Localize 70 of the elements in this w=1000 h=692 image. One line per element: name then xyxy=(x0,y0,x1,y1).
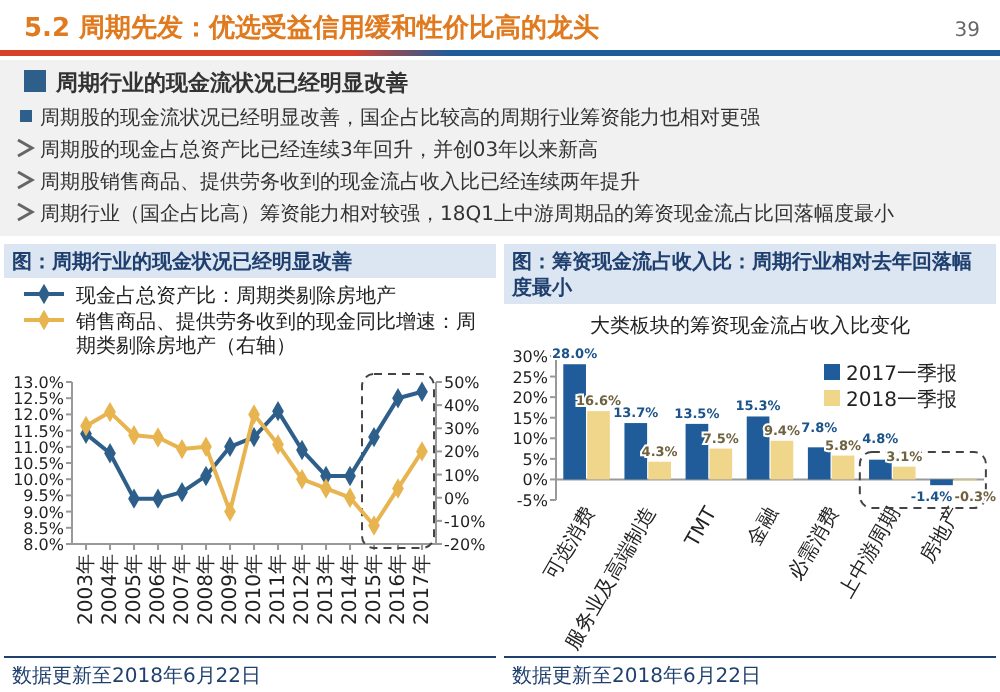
text: 周期股的现金占总资产比已经连续3年回升，并创03年以来新高 xyxy=(40,138,599,162)
y-tick-label: 10.5% xyxy=(13,455,65,473)
text: 周期行业（国企占比高）筹资能力相对较强，18Q1上中游周期品的筹资现金流占比回落幅度最小 xyxy=(40,202,894,226)
x-tick-label: 2016年 xyxy=(386,554,410,625)
x-tick-label: 2004年 xyxy=(98,554,122,625)
y2-tick-label: 40% xyxy=(444,397,481,416)
y2-tick-label: 50% xyxy=(444,374,481,392)
y-tick-label: 0% xyxy=(522,471,549,490)
x-tick-label: 必需消费 xyxy=(783,503,845,585)
y2-tick-label: 0% xyxy=(444,489,471,508)
y-tick-label: 12.0% xyxy=(13,406,65,425)
y2-tick-label: 10% xyxy=(444,466,481,485)
y-tick-label: 11.0% xyxy=(13,438,65,457)
y2-tick-label: -10% xyxy=(444,512,487,531)
legend-label: 销售商品、提供劳务收到的现金同比增速：周期类剔除房地产（右轴） xyxy=(74,310,476,358)
y2-tick-label: -20% xyxy=(444,536,487,554)
y-tick-label: 13.0% xyxy=(13,374,65,392)
x-tick-label: 2010年 xyxy=(242,554,266,625)
bar xyxy=(770,440,794,480)
legend-label: 2018一季报 xyxy=(846,388,957,412)
y-tick-label: -5% xyxy=(516,492,549,510)
text: 数据更新至2018年6月22日 xyxy=(12,664,262,688)
y-tick-label: 8.0% xyxy=(23,536,65,554)
x-tick-label: 金融 xyxy=(742,503,784,550)
y2-tick-label: 30% xyxy=(444,420,481,439)
x-tick-label: 房地产 xyxy=(915,503,967,567)
chart-title: 图：筹资现金流占收入比：周期行业相对去年回落幅度最小 xyxy=(510,250,972,300)
text: 周期股销售商品、提供劳务收到的现金流占收入比已经连续两年提升 xyxy=(40,170,640,194)
y-tick-label: 9.5% xyxy=(23,487,65,506)
y-tick-label: 10% xyxy=(512,430,549,449)
chart-title: 图：周期行业的现金状况已经明显改善 xyxy=(12,250,352,274)
x-tick-label: 2003年 xyxy=(74,554,98,625)
y-tick-label: 9.0% xyxy=(23,503,65,522)
text: 周期行业的现金流状况已经明显改善 xyxy=(54,70,408,96)
x-tick-label: 2011年 xyxy=(266,554,290,625)
y-tick-label: 11.5% xyxy=(13,422,65,441)
x-tick-label: 2012年 xyxy=(290,554,314,625)
x-tick-label: 2007年 xyxy=(170,554,194,625)
y-tick-label: 12.5% xyxy=(13,390,65,409)
legend-label: 现金占总资产比：周期类剔除房地产 xyxy=(76,284,396,308)
bar xyxy=(587,411,610,480)
x-tick-label: 2006年 xyxy=(146,554,170,625)
x-tick-label: 2017年 xyxy=(410,554,434,625)
x-tick-label: 2009年 xyxy=(218,554,242,625)
bar xyxy=(930,479,953,486)
bar xyxy=(869,459,892,480)
bar xyxy=(648,461,671,480)
y-tick-label: 20% xyxy=(512,389,549,408)
y-tick-label: 25% xyxy=(512,368,549,387)
x-tick-label: 2008年 xyxy=(194,554,218,625)
bar xyxy=(807,447,831,480)
y-tick-label: 30% xyxy=(512,348,549,366)
bar xyxy=(892,466,916,480)
bar xyxy=(831,455,855,480)
text: 39 xyxy=(954,20,980,42)
y-tick-label: 10.0% xyxy=(13,471,65,490)
text: 周期股的现金流状况已经明显改善，国企占比较高的周期行业筹资能力也相对更强 xyxy=(40,106,760,130)
chart-subtitle: 大类板块的筹资现金流占收入比变化 xyxy=(590,314,910,338)
y-tick-label: 15% xyxy=(512,409,549,428)
x-tick-label: 2013年 xyxy=(314,554,338,625)
y-tick-label: 5% xyxy=(522,450,549,469)
y-tick-label: 8.5% xyxy=(23,519,65,538)
x-tick-label: 2005年 xyxy=(122,554,146,625)
x-tick-label: 2014年 xyxy=(338,554,362,625)
legend-label: 2017一季报 xyxy=(846,362,957,386)
y2-tick-label: 20% xyxy=(444,443,481,462)
text: 5.2 周期先发：优选受益信用缓和性价比高的龙头 xyxy=(24,12,600,44)
text: 数据更新至2018年6月22日 xyxy=(512,664,762,688)
x-tick-label: 2015年 xyxy=(362,554,386,625)
bar xyxy=(709,448,733,480)
